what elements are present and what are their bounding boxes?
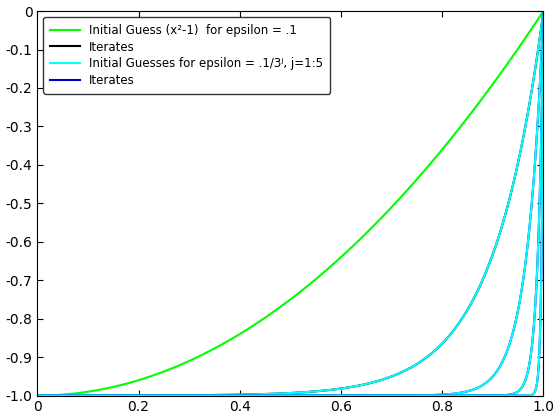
Iterates: [540, 8, 547, 13]
Initial Guess (x²-1)  for epsilon = .1: [86, 389, 92, 394]
Initial Guess (x²-1)  for epsilon = .1: [540, 8, 547, 13]
Initial Guess (x²-1)  for epsilon = .1: [257, 318, 264, 323]
Iterates: [86, 393, 92, 398]
Initial Guess (x²-1)  for epsilon = .1: [438, 148, 445, 153]
Iterates: [257, 392, 264, 397]
Iterates: [239, 393, 245, 398]
Iterates: [381, 376, 388, 381]
Initial Guess (x²-1)  for epsilon = .1: [34, 393, 41, 398]
Iterates: [428, 351, 435, 356]
Initial Guess (x²-1)  for epsilon = .1: [428, 159, 435, 164]
Initial Guesses for epsilon = .1/3ʲ, j=1:5: [540, 8, 547, 13]
Iterates: [257, 393, 264, 398]
Initial Guesses for epsilon = .1/3ʲ, j=1:5: [34, 393, 41, 398]
Iterates: [438, 342, 445, 347]
Initial Guesses for epsilon = .1/3ʲ, j=1:5: [257, 392, 264, 397]
Line: Initial Guess (x²-1)  for epsilon = .1: Initial Guess (x²-1) for epsilon = .1: [38, 11, 543, 396]
Iterates: [438, 392, 445, 397]
Line: Initial Guesses for epsilon = .1/3ʲ, j=1:5: Initial Guesses for epsilon = .1/3ʲ, j=1…: [38, 11, 543, 396]
Initial Guesses for epsilon = .1/3ʲ, j=1:5: [239, 392, 245, 397]
Initial Guess (x²-1)  for epsilon = .1: [239, 330, 245, 335]
Iterates: [540, 8, 547, 13]
Iterates: [34, 393, 41, 398]
Line: Iterates: Iterates: [38, 11, 543, 396]
Initial Guesses for epsilon = .1/3ʲ, j=1:5: [381, 376, 388, 381]
Initial Guess (x²-1)  for epsilon = .1: [381, 212, 388, 217]
Iterates: [381, 393, 388, 398]
Iterates: [34, 393, 41, 398]
Legend: Initial Guess (x²-1)  for epsilon = .1, Iterates, Initial Guesses for epsilon = : Initial Guess (x²-1) for epsilon = .1, I…: [43, 17, 330, 94]
Line: Iterates: Iterates: [38, 11, 543, 396]
Initial Guesses for epsilon = .1/3ʲ, j=1:5: [428, 351, 435, 356]
Iterates: [239, 392, 245, 397]
Initial Guesses for epsilon = .1/3ʲ, j=1:5: [438, 342, 445, 347]
Iterates: [428, 393, 435, 398]
Initial Guesses for epsilon = .1/3ʲ, j=1:5: [86, 393, 92, 398]
Iterates: [86, 393, 92, 398]
